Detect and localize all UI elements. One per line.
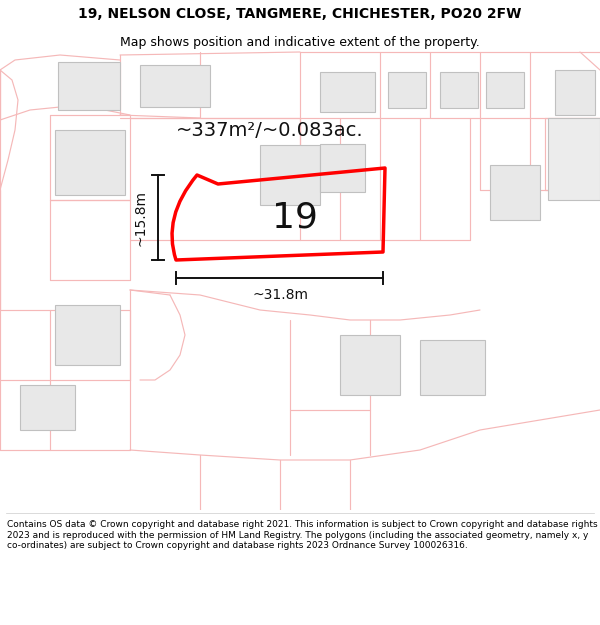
Bar [440, 72, 478, 108]
Bar [555, 70, 595, 115]
Bar [55, 130, 125, 195]
Text: 19: 19 [272, 200, 318, 234]
Bar [340, 335, 400, 395]
Bar [55, 305, 120, 365]
Bar [388, 72, 426, 108]
Bar [140, 65, 210, 107]
Bar [320, 72, 375, 112]
Text: Contains OS data © Crown copyright and database right 2021. This information is : Contains OS data © Crown copyright and d… [7, 521, 598, 550]
Text: ~15.8m: ~15.8m [134, 190, 148, 246]
Text: 19, NELSON CLOSE, TANGMERE, CHICHESTER, PO20 2FW: 19, NELSON CLOSE, TANGMERE, CHICHESTER, … [79, 8, 521, 21]
Bar [420, 340, 485, 395]
Bar [20, 385, 75, 430]
Text: ~31.8m: ~31.8m [252, 288, 308, 302]
Bar [260, 145, 320, 205]
Bar [320, 144, 365, 192]
Bar [548, 118, 600, 200]
Text: Map shows position and indicative extent of the property.: Map shows position and indicative extent… [120, 36, 480, 49]
Bar [486, 72, 524, 108]
Bar [58, 62, 120, 110]
Text: ~337m²/~0.083ac.: ~337m²/~0.083ac. [176, 121, 364, 140]
Bar [490, 165, 540, 220]
